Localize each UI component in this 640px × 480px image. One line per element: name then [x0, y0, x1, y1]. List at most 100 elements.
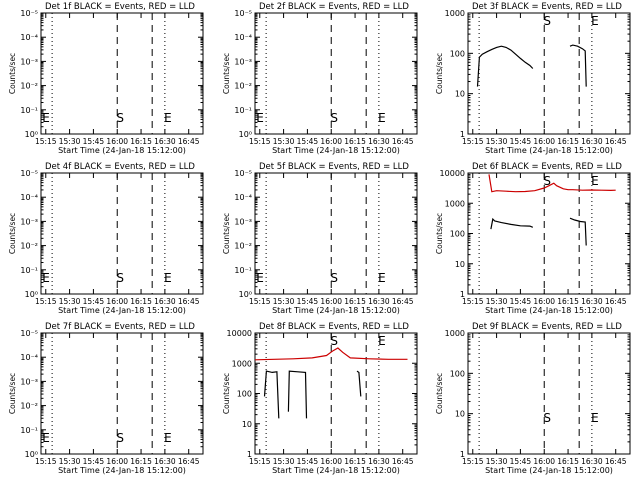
y-tick-label: 10⁻⁵ [20, 9, 38, 18]
x-tick-label: 15:45 [83, 297, 105, 306]
chart-title: Det 2f BLACK = Events, RED = LLD [259, 2, 409, 12]
chart-panel-7: Det 7f BLACK = Events, RED = LLD Counts/s… [8, 322, 204, 475]
x-tick-label: 16:45 [178, 137, 200, 146]
x-tick-label: 15:45 [83, 457, 105, 466]
marker-s: S [330, 271, 338, 285]
marker-e-left: E [256, 271, 264, 285]
y-tick-label: 10 [455, 260, 465, 269]
marker-e: E [164, 271, 172, 285]
x-tick-label: 16:00 [106, 457, 128, 466]
series-events-segment [263, 370, 280, 419]
marker-s: S [330, 334, 338, 348]
x-tick-label: 15:30 [486, 457, 508, 466]
y-axis-label: Counts/sec [222, 213, 231, 254]
marker-e: E [591, 411, 599, 425]
y-tick-label: 10000 [227, 329, 252, 338]
y-tick-label: 10⁻⁴ [20, 353, 38, 362]
y-tick-label: 10⁰ [25, 290, 38, 299]
x-axis-label: Start Time (24-Jan-18 15:12:00) [272, 466, 400, 475]
x-tick-label: 15:30 [273, 457, 295, 466]
x-axis-label: Start Time (24-Jan-18 15:12:00) [272, 306, 400, 315]
x-tick-label: 15:45 [297, 297, 319, 306]
chart-title: Det 9f BLACK = Events, RED = LLD [472, 322, 622, 332]
x-tick-label: 16:45 [178, 457, 200, 466]
x-tick-label: 16:30 [154, 137, 176, 146]
marker-e: E [591, 14, 599, 28]
marker-s: S [543, 411, 551, 425]
y-tick-label: 10⁻⁵ [234, 9, 252, 18]
x-tick-label: 15:30 [59, 137, 81, 146]
x-tick-label: 16:15 [557, 457, 579, 466]
series-events-segment [569, 44, 587, 87]
y-axis-label: Counts/sec [222, 53, 231, 94]
y-tick-label: 100 [450, 369, 465, 378]
marker-s: S [543, 174, 551, 188]
y-tick-label: 1000 [445, 9, 465, 18]
x-tick-label: 16:15 [344, 297, 366, 306]
y-tick-label: 10⁻³ [20, 57, 38, 66]
x-axis-label: Start Time (24-Jan-18 15:12:00) [58, 146, 186, 155]
y-tick-label: 10⁻¹ [234, 106, 252, 115]
x-tick-label: 16:00 [320, 457, 342, 466]
x-tick-label: 15:30 [273, 137, 295, 146]
chart-panel-5: Det 5f BLACK = Events, RED = LLD Counts/s… [222, 162, 418, 315]
chart-panel-1: Det 1f BLACK = Events, RED = LLD Counts/s… [8, 2, 204, 155]
chart-title: Det 6f BLACK = Events, RED = LLD [472, 162, 622, 172]
x-tick-label: 16:30 [581, 457, 603, 466]
marker-s: S [330, 111, 338, 125]
y-tick-label: 10⁻⁴ [20, 193, 38, 202]
x-tick-label: 16:45 [178, 297, 200, 306]
x-tick-label: 15:30 [273, 297, 295, 306]
plot-frame [40, 172, 204, 295]
marker-e-left: E [42, 431, 50, 445]
series-lld-segment [488, 174, 616, 193]
marker-e: E [378, 271, 386, 285]
plot-frame [254, 332, 418, 455]
series-events-segment [569, 217, 587, 246]
y-axis-label: Counts/sec [8, 53, 17, 94]
x-tick-label: 15:15 [35, 457, 57, 466]
x-tick-label: 16:30 [368, 137, 390, 146]
chart-panel-4: Det 4f BLACK = Events, RED = LLD Counts/s… [8, 162, 204, 315]
y-tick-label: 10⁻² [234, 242, 252, 251]
y-tick-label: 10⁻² [20, 242, 38, 251]
x-tick-label: 15:15 [249, 137, 271, 146]
y-tick-label: 100 [450, 49, 465, 58]
y-tick-label: 10⁰ [239, 130, 252, 139]
marker-e-left: E [256, 111, 264, 125]
y-tick-label: 10⁻¹ [234, 266, 252, 275]
y-tick-label: 10⁻² [20, 82, 38, 91]
x-tick-label: 16:45 [392, 297, 414, 306]
chart-title: Det 5f BLACK = Events, RED = LLD [259, 162, 409, 172]
series-lld-segment [254, 347, 408, 361]
y-tick-label: 10⁻³ [234, 217, 252, 226]
x-tick-label: 15:30 [486, 137, 508, 146]
y-tick-label: 10⁻¹ [20, 426, 38, 435]
chart-title: Det 1f BLACK = Events, RED = LLD [45, 2, 195, 12]
chart-panel-9: Det 9f BLACK = Events, RED = LLD Counts/s… [435, 322, 631, 475]
marker-s: S [116, 431, 124, 445]
y-tick-label: 100 [237, 390, 252, 399]
x-tick-label: 16:00 [533, 457, 555, 466]
y-axis-label: Counts/sec [435, 373, 444, 414]
x-axis-label: Start Time (24-Jan-18 15:12:00) [485, 306, 613, 315]
x-tick-label: 16:00 [533, 297, 555, 306]
x-tick-label: 15:15 [462, 297, 484, 306]
x-tick-label: 16:45 [392, 457, 414, 466]
y-tick-label: 10⁻⁴ [234, 193, 252, 202]
x-tick-label: 16:00 [320, 137, 342, 146]
x-axis-label: Start Time (24-Jan-18 15:12:00) [485, 146, 613, 155]
chart-panel-6: Det 6f BLACK = Events, RED = LLD Counts/s… [435, 162, 631, 315]
y-axis-label: Counts/sec [8, 213, 17, 254]
x-tick-label: 16:45 [605, 137, 627, 146]
plot-frame [254, 172, 418, 295]
x-tick-label: 16:30 [154, 297, 176, 306]
x-tick-label: 15:45 [510, 137, 532, 146]
x-tick-label: 16:45 [605, 457, 627, 466]
x-tick-label: 16:00 [106, 297, 128, 306]
plot-frame [254, 12, 418, 135]
x-tick-label: 16:30 [581, 297, 603, 306]
x-tick-label: 15:45 [297, 457, 319, 466]
marker-s: S [116, 271, 124, 285]
y-tick-label: 10⁻⁵ [234, 169, 252, 178]
